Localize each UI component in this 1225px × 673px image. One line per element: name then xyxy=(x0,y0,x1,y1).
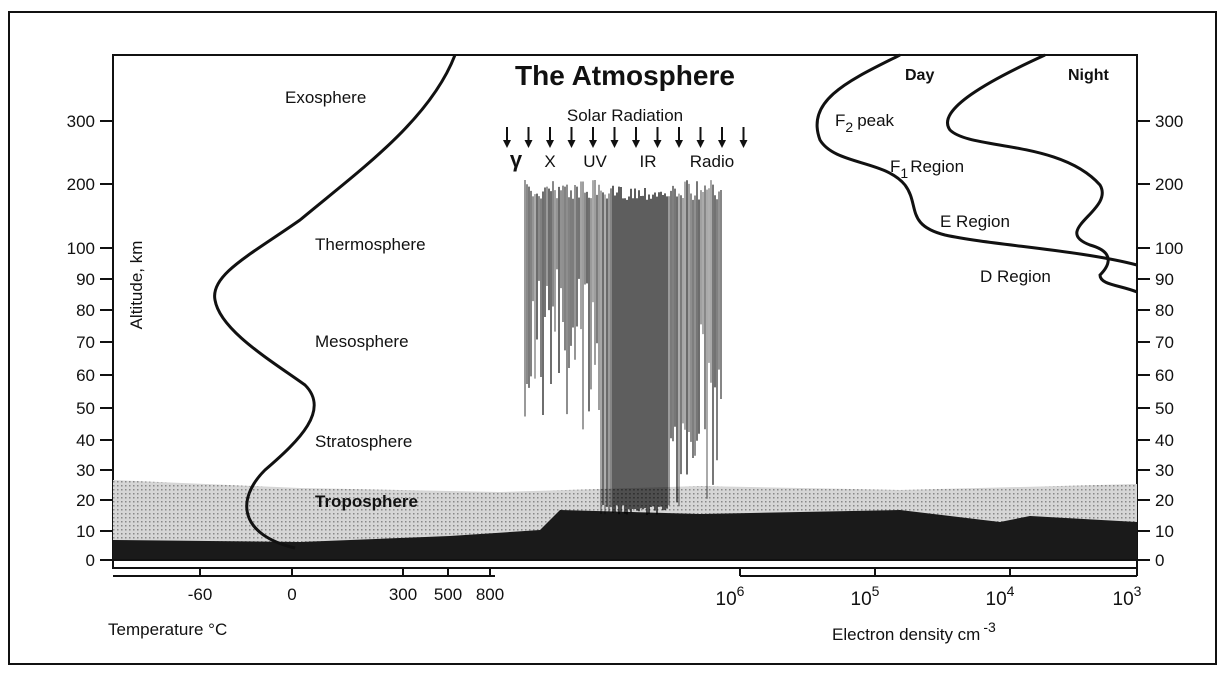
region-rest: peak xyxy=(857,111,894,130)
y-tick-label: 90 xyxy=(76,270,95,289)
y-tick-label: 70 xyxy=(76,333,95,352)
tick-base: 10 xyxy=(1113,589,1134,610)
title: The Atmosphere xyxy=(515,60,735,91)
layer-label: Stratosphere xyxy=(315,432,412,451)
y-tick-label: 50 xyxy=(1155,399,1174,418)
plot-box xyxy=(112,54,1138,569)
region-letter: F xyxy=(835,111,845,130)
tick-base: 10 xyxy=(851,589,872,610)
y-tick-label: 30 xyxy=(76,461,95,480)
tick-exp: 3 xyxy=(1134,583,1142,599)
layer-label: Thermosphere xyxy=(315,235,426,254)
region-letter: F xyxy=(890,157,900,176)
band-label: X xyxy=(544,152,555,171)
tick-exp: 5 xyxy=(872,583,880,599)
region-label: F1 Region xyxy=(890,157,964,181)
region-sub: 2 xyxy=(845,119,853,135)
y-tick-label: 80 xyxy=(1155,301,1174,320)
y-tick-label: 60 xyxy=(76,366,95,385)
x-tick-label: 105 xyxy=(851,583,880,610)
region-label: D Region xyxy=(980,267,1051,286)
arrow-head xyxy=(546,140,554,148)
arrow-head xyxy=(632,140,640,148)
day-label: Day xyxy=(905,67,934,84)
y-tick-label: 90 xyxy=(1155,270,1174,289)
day-curve xyxy=(815,53,1138,267)
y-tick-label: 20 xyxy=(1155,491,1174,510)
night-curve xyxy=(946,53,1138,294)
region-sub: 1 xyxy=(900,165,908,181)
y-tick-label: 200 xyxy=(67,175,95,194)
y-tick-label: 100 xyxy=(1155,239,1183,258)
arrow-head xyxy=(503,140,511,148)
band-label: UV xyxy=(583,152,607,171)
temperature-label: Temperature °C xyxy=(108,620,227,639)
arrow-head xyxy=(739,140,748,148)
layer-label: Exosphere xyxy=(285,88,366,107)
y-tick-label: 0 xyxy=(1155,551,1164,570)
y-tick-label: 300 xyxy=(1155,112,1183,131)
band-label: γ xyxy=(510,147,523,172)
arrow-head xyxy=(653,140,662,148)
x-tick-label: 0 xyxy=(287,585,296,604)
ground xyxy=(113,510,1137,560)
tick-base: 10 xyxy=(986,589,1007,610)
layer-label: Mesosphere xyxy=(315,332,409,351)
y-axis-label: Altitude, km xyxy=(127,241,146,330)
y-tick-label: 300 xyxy=(67,112,95,131)
solar-label: Solar Radiation xyxy=(567,106,683,125)
x-tick-label: 104 xyxy=(986,583,1015,610)
y-tick-label: 10 xyxy=(76,522,95,541)
x-tick-label: 106 xyxy=(716,583,745,610)
radiation-arrows xyxy=(503,127,748,148)
region-label: F2 peak xyxy=(835,111,895,135)
y-tick-label: 70 xyxy=(1155,333,1174,352)
region-label: E Region xyxy=(940,212,1010,231)
y-tick-label: 0 xyxy=(86,551,95,570)
y-tick-label: 60 xyxy=(1155,366,1174,385)
y-tick-label: 30 xyxy=(1155,461,1174,480)
tick-exp: 4 xyxy=(1007,583,1015,599)
y-tick-label: 80 xyxy=(76,301,95,320)
arrow-head xyxy=(567,140,576,148)
y-tick-label: 50 xyxy=(76,399,95,418)
density-label: Electron density cm -3 xyxy=(832,619,996,644)
radiation-streaks xyxy=(524,180,722,515)
band-label: IR xyxy=(640,152,657,171)
temperature-curve xyxy=(213,54,457,550)
tick-base: 10 xyxy=(716,589,737,610)
arrow-head xyxy=(524,140,533,148)
night-label: Night xyxy=(1068,67,1110,84)
arrow-head xyxy=(696,140,705,148)
x-tick-label: 103 xyxy=(1113,583,1142,610)
band-label: Radio xyxy=(690,152,734,171)
region-rest: Region xyxy=(910,157,964,176)
density-label-exp: -3 xyxy=(983,619,996,635)
density-label-text: Electron density cm xyxy=(832,625,980,644)
arrow-head xyxy=(589,140,597,148)
layer-label: Troposphere xyxy=(315,492,418,511)
arrow-head xyxy=(610,140,619,148)
x-tick-label: 500 xyxy=(434,585,462,604)
y-tick-label: 10 xyxy=(1155,522,1174,541)
tick-exp: 6 xyxy=(737,583,745,599)
frame xyxy=(8,11,1217,665)
x-tick-label: 800 xyxy=(476,585,504,604)
y-tick-label: 20 xyxy=(76,491,95,510)
x-tick-label: -60 xyxy=(188,585,213,604)
arrow-head xyxy=(675,140,683,148)
x-tick-label: 300 xyxy=(389,585,417,604)
arrow-head xyxy=(718,140,726,148)
y-tick-label: 200 xyxy=(1155,175,1183,194)
y-tick-label: 40 xyxy=(76,431,95,450)
y-tick-label: 40 xyxy=(1155,431,1174,450)
y-tick-label: 100 xyxy=(67,239,95,258)
